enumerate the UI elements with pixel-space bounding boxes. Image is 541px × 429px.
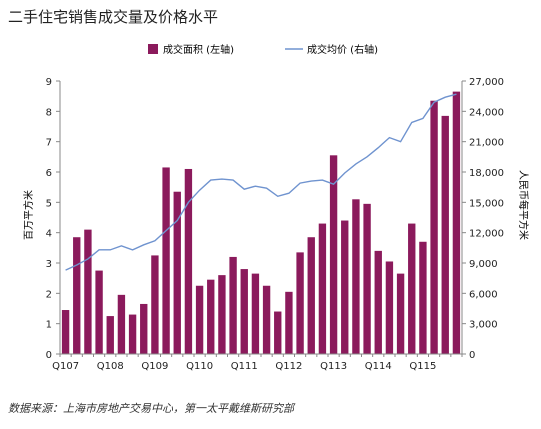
- bar: [229, 256, 237, 354]
- bar: [207, 279, 215, 354]
- bar: [84, 229, 92, 354]
- legend: 成交面积 (左轴) 成交均价 (右轴): [148, 43, 378, 56]
- bar: [173, 191, 181, 354]
- x-tick-label: Q114: [365, 361, 392, 372]
- bar: [218, 275, 226, 354]
- bar: [307, 237, 315, 354]
- bar: [262, 285, 271, 354]
- y-right-tick-label: 18,000: [469, 168, 504, 179]
- x-tick-label: Q107: [52, 361, 79, 372]
- y-right-tick-label: 12,000: [469, 229, 504, 240]
- y-left-tick-label: 2: [46, 289, 52, 300]
- bar: [341, 220, 349, 354]
- bar: [162, 167, 170, 354]
- x-tick-label: Q113: [320, 361, 347, 372]
- legend-bar-swatch: [148, 44, 158, 54]
- source-note: 数据来源：上海市房地产交易中心，第一太平戴维斯研究部: [8, 402, 294, 415]
- bar: [419, 241, 427, 354]
- bar: [408, 223, 416, 354]
- y-left-tick-label: 3: [46, 259, 52, 270]
- bar: [329, 155, 338, 354]
- page-title: 二手住宅销售成交量及价格水平: [8, 8, 219, 26]
- y-left-tick-label: 8: [46, 107, 52, 118]
- bar: [274, 311, 282, 354]
- x-tick-label: Q110: [186, 361, 213, 372]
- bar: [73, 237, 81, 354]
- bar: [128, 314, 137, 354]
- chart: 成交面积 (左轴) 成交均价 (右轴) 0 1 2 3 4 5 6 7 8 9 0 3,000 6,00…: [22, 43, 530, 372]
- x-tick-label: Q112: [275, 361, 302, 372]
- bar: [352, 199, 360, 354]
- x-tick-label: Q108: [97, 361, 124, 372]
- bar: [396, 273, 405, 354]
- x-tick-label: Q109: [141, 361, 168, 372]
- bar: [318, 223, 327, 354]
- x-tick-label: Q111: [231, 361, 258, 372]
- y-left-tick-label: 7: [46, 138, 52, 149]
- y-left-tick-label: 4: [46, 229, 52, 240]
- bar: [106, 316, 114, 354]
- y-right-tick-label: 0: [469, 350, 475, 361]
- bar: [441, 115, 449, 354]
- y-right-label: 人民币每平方米: [517, 170, 530, 240]
- bar: [61, 310, 70, 354]
- y-left-tick-label: 1: [46, 320, 52, 331]
- legend-line-label: 成交均价 (右轴): [307, 43, 378, 56]
- y-left-tick-label: 5: [46, 198, 52, 209]
- bar: [117, 294, 126, 354]
- bar: [240, 269, 248, 354]
- y-left-tick-label: 0: [46, 350, 52, 361]
- bar: [195, 285, 204, 354]
- bar: [285, 291, 293, 354]
- y-right-tick-label: 24,000: [469, 107, 504, 118]
- bar: [140, 303, 148, 354]
- y-left-tick-label: 6: [46, 168, 52, 179]
- bar: [452, 91, 461, 355]
- bar-series: [61, 91, 461, 355]
- legend-bar-label: 成交面积 (左轴): [163, 43, 234, 56]
- bar: [184, 168, 193, 354]
- y-left-label: 百万平方米: [22, 190, 35, 240]
- bar: [385, 261, 394, 354]
- bar: [151, 255, 159, 354]
- y-right-tick-label: 9,000: [469, 259, 498, 270]
- y-left-tick-label: 9: [46, 77, 52, 88]
- bar: [95, 270, 103, 354]
- bar: [296, 252, 304, 354]
- bar: [374, 250, 382, 354]
- bar: [363, 203, 371, 354]
- y-right-tick-label: 15,000: [469, 198, 504, 209]
- x-tick-label: Q115: [409, 361, 436, 372]
- bar: [251, 273, 260, 354]
- y-right-tick-label: 6,000: [469, 289, 498, 300]
- axes: 0 1 2 3 4 5 6 7 8 9 0 3,000 6,000 9,000 12,000 15,000 18…: [46, 77, 504, 372]
- bar: [430, 100, 438, 354]
- y-right-tick-label: 21,000: [469, 138, 504, 149]
- y-right-tick-label: 27,000: [469, 77, 504, 88]
- y-right-tick-label: 3,000: [469, 320, 498, 331]
- price-line: [65, 93, 457, 271]
